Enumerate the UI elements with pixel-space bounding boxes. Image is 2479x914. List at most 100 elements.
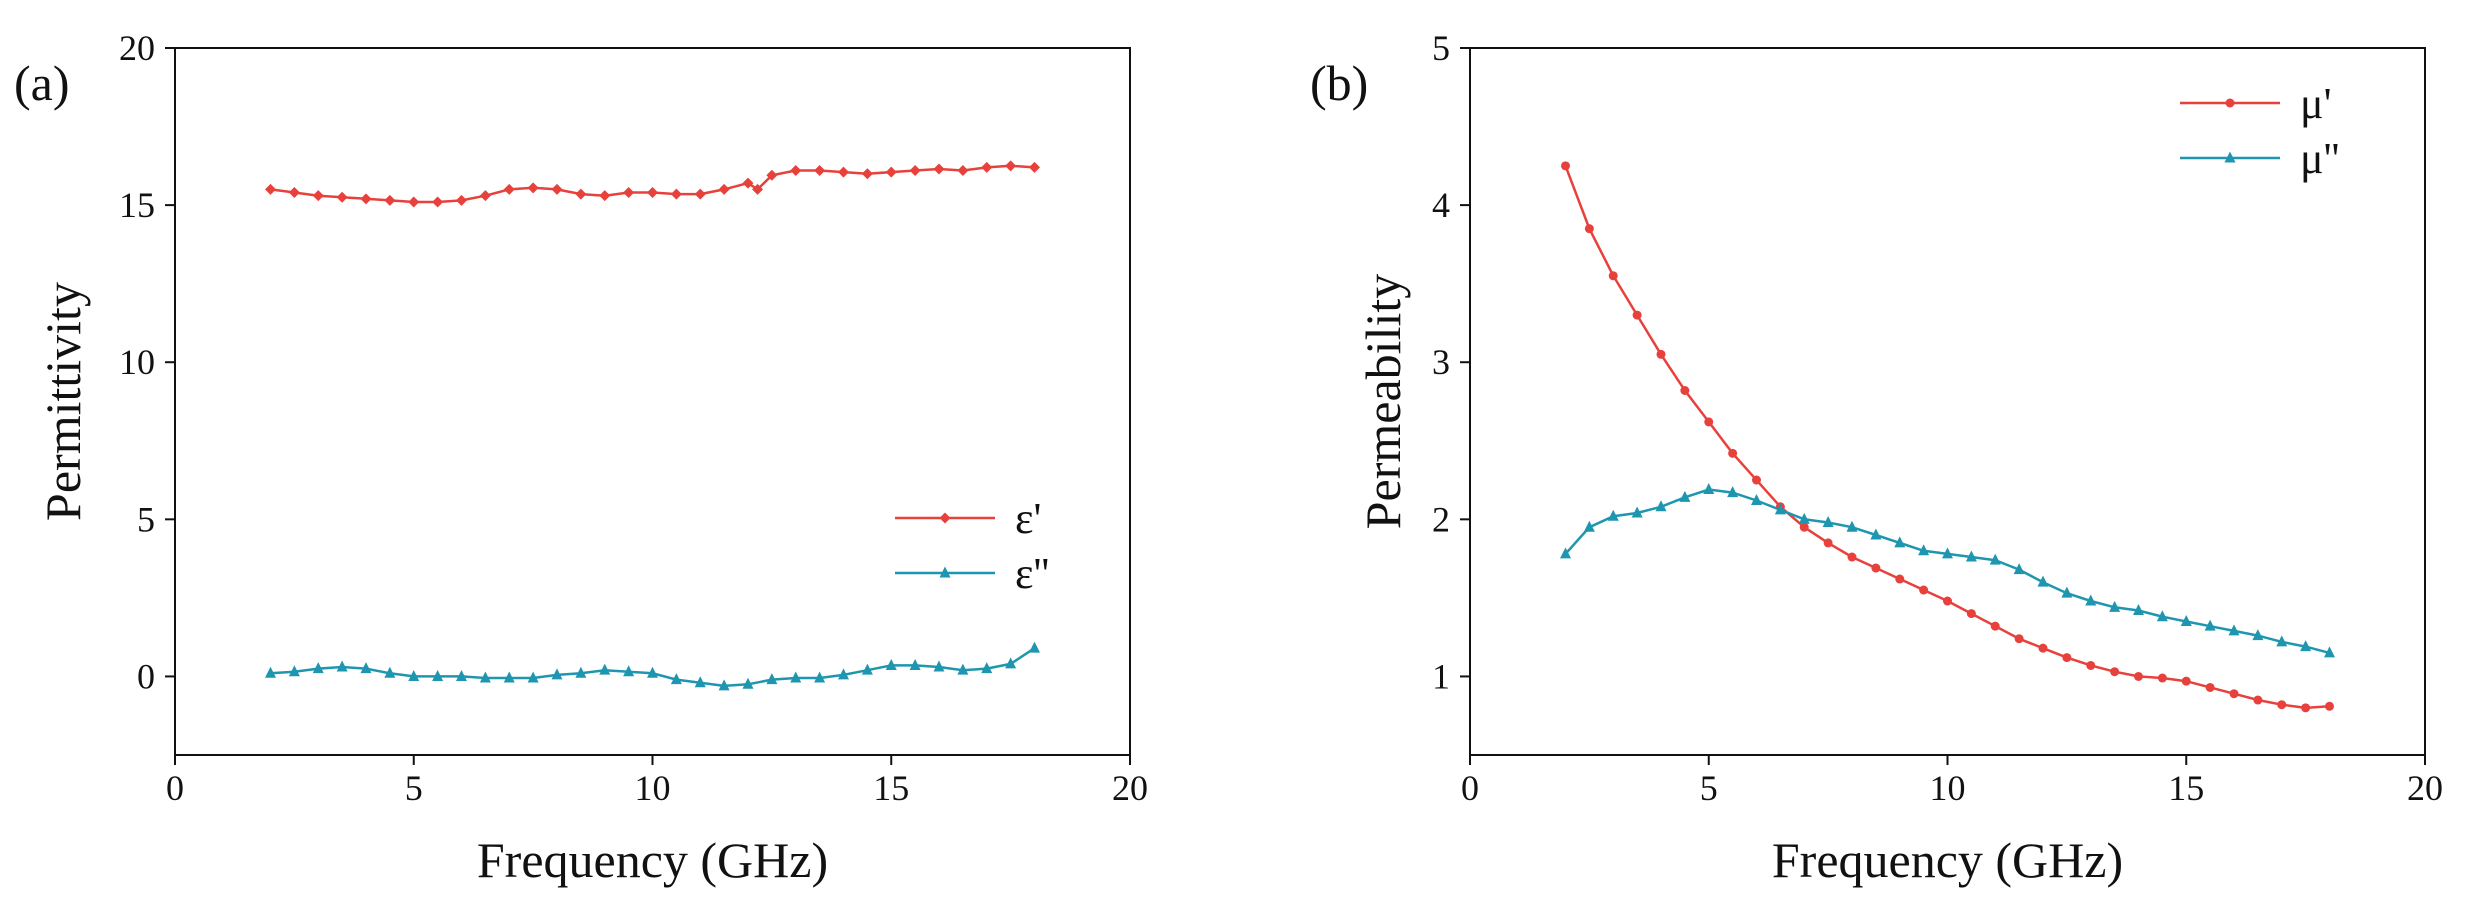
x-tick-label: 15	[2168, 768, 2204, 808]
legend-item: μ'	[2180, 79, 2332, 128]
y-tick-label: 5	[137, 499, 155, 539]
data-point	[479, 190, 491, 202]
data-point	[312, 190, 324, 202]
data-point	[1798, 512, 1810, 524]
data-point	[551, 183, 563, 195]
data-point	[861, 168, 873, 180]
data-point	[1751, 493, 1762, 505]
data-point	[1895, 574, 1905, 584]
data-point	[1728, 448, 1738, 458]
x-tick-label: 5	[405, 768, 423, 808]
data-point	[2324, 646, 2335, 658]
data-point	[838, 166, 849, 178]
data-point	[2109, 600, 2121, 612]
x-tick-label: 20	[2407, 768, 2443, 808]
panel-label: (b)	[1310, 55, 1368, 111]
data-point	[503, 183, 515, 195]
data-point	[1703, 482, 1715, 494]
series-0	[1561, 161, 2334, 713]
panel-label: (a)	[14, 55, 70, 111]
data-point	[336, 191, 348, 203]
legend-item: ε'	[895, 494, 1041, 543]
data-point	[599, 663, 611, 675]
data-point	[1871, 563, 1881, 573]
data-point	[957, 663, 969, 675]
data-point	[647, 187, 658, 199]
data-point	[2085, 594, 2097, 606]
data-point	[2110, 667, 2120, 677]
data-point	[1631, 506, 1643, 518]
data-point	[2300, 640, 2312, 652]
x-tick-label: 10	[635, 768, 671, 808]
data-point	[479, 671, 491, 683]
data-point	[2156, 610, 2168, 622]
data-point	[2276, 635, 2288, 647]
data-point	[336, 660, 348, 672]
data-point	[1966, 609, 1976, 619]
data-point	[312, 662, 324, 674]
x-tick-label: 15	[873, 768, 909, 808]
data-point	[1823, 538, 1833, 548]
data-point	[1608, 271, 1618, 281]
legend-marker	[2225, 98, 2235, 108]
data-point	[1894, 536, 1906, 548]
data-point	[694, 188, 706, 200]
data-point	[981, 161, 993, 173]
data-point	[623, 665, 635, 677]
series-line	[270, 164, 1035, 204]
data-point	[1799, 522, 1809, 532]
y-tick-label: 10	[119, 342, 155, 382]
data-point	[2013, 563, 2025, 575]
data-point	[1774, 503, 1786, 515]
data-point	[861, 663, 873, 675]
data-point	[1942, 547, 1953, 559]
data-point	[1029, 641, 1040, 653]
data-point	[2228, 624, 2240, 636]
data-point	[957, 165, 969, 177]
legend-item: ε''	[895, 549, 1049, 598]
y-axis-title: Permeability	[1355, 274, 1411, 530]
chart-panel-b: (b) 0 5 10 15 20 1 2 3 4 5 Frequency (GHz) Permeabil…	[1310, 28, 2443, 888]
x-axis-title: Frequency (GHz)	[1772, 832, 2123, 888]
data-point	[2062, 653, 2072, 663]
data-point	[1560, 547, 1571, 559]
data-point	[2133, 603, 2144, 615]
data-point	[694, 676, 706, 688]
data-point	[718, 183, 730, 195]
data-point	[2157, 673, 2167, 683]
data-point	[2014, 634, 2024, 644]
legend-label: ε'	[1015, 494, 1041, 543]
data-point	[384, 666, 396, 678]
data-point	[752, 183, 764, 195]
data-point	[384, 194, 396, 206]
y-tick-label: 1	[1432, 656, 1450, 696]
data-point	[2253, 695, 2263, 705]
plot-frame	[1469, 47, 2426, 756]
data-point	[1583, 520, 1595, 532]
series-1	[1560, 482, 2335, 658]
data-point	[814, 165, 826, 177]
data-point	[2134, 671, 2143, 681]
y-tick-label: 15	[119, 185, 155, 225]
legend-label: μ'	[2300, 79, 2332, 128]
data-point	[2181, 676, 2191, 686]
data-point	[432, 669, 444, 681]
data-point	[527, 671, 539, 683]
data-point	[1822, 515, 1834, 527]
data-point	[790, 165, 802, 177]
data-point	[1943, 596, 1952, 606]
data-point	[456, 194, 467, 206]
data-point	[1680, 386, 1690, 396]
data-point	[503, 671, 515, 683]
data-point	[1847, 552, 1857, 562]
data-point	[2180, 614, 2192, 626]
data-point	[1918, 544, 1930, 556]
series-line	[1564, 488, 2330, 655]
data-point	[1005, 657, 1017, 669]
legend-marker	[939, 512, 951, 524]
x-axis-title: Frequency (GHz)	[477, 832, 828, 888]
data-point	[1965, 550, 1977, 562]
data-point	[670, 188, 682, 200]
data-point	[718, 679, 730, 691]
